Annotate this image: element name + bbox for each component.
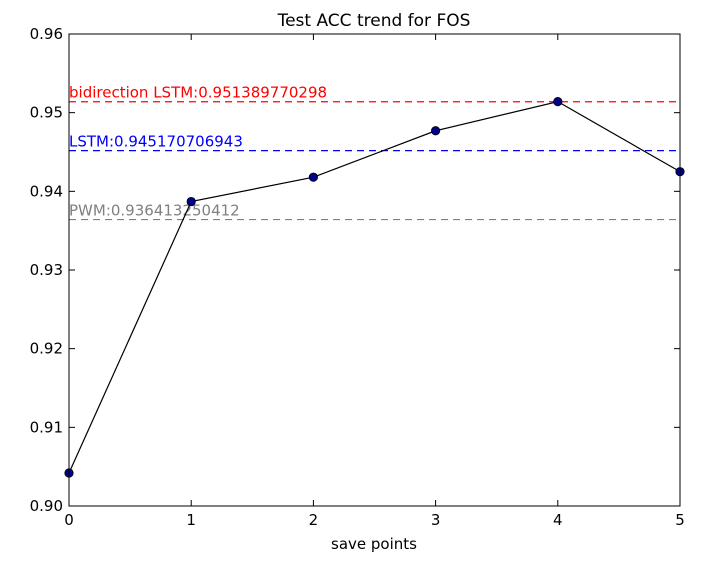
data-point	[553, 97, 563, 107]
reference-line-label: LSTM:0.945170706943	[69, 133, 243, 151]
data-point	[186, 196, 196, 207]
y-tick-label: 0.93	[30, 261, 63, 279]
x-tick-label: 3	[431, 511, 441, 529]
y-tick-label: 0.96	[30, 25, 63, 43]
x-tick-label: 2	[309, 511, 319, 529]
y-tick-label: 0.92	[30, 340, 63, 358]
x-axis-label: save points	[331, 535, 417, 553]
data-point	[430, 126, 441, 136]
x-tick-label: 4	[553, 511, 563, 529]
reference-line-label: bidirection LSTM:0.951389770298	[69, 84, 327, 102]
y-tick-label: 0.91	[30, 418, 63, 436]
y-tick-label: 0.95	[30, 104, 63, 122]
x-tick-label: 1	[186, 511, 196, 529]
plot-area: bidirection LSTM:0.951389770298 LSTM:0.94…	[30, 25, 685, 529]
chart-title: Test ACC trend for FOS	[277, 11, 471, 31]
series-line	[68, 101, 681, 474]
y-tick-label: 0.90	[30, 497, 63, 515]
x-tick-label: 0	[64, 511, 74, 529]
y-tick-label: 0.94	[30, 182, 63, 200]
data-point	[308, 172, 318, 182]
x-tick-label: 5	[675, 511, 685, 529]
reference-line-label: PWM:0.936413250412	[69, 202, 240, 220]
